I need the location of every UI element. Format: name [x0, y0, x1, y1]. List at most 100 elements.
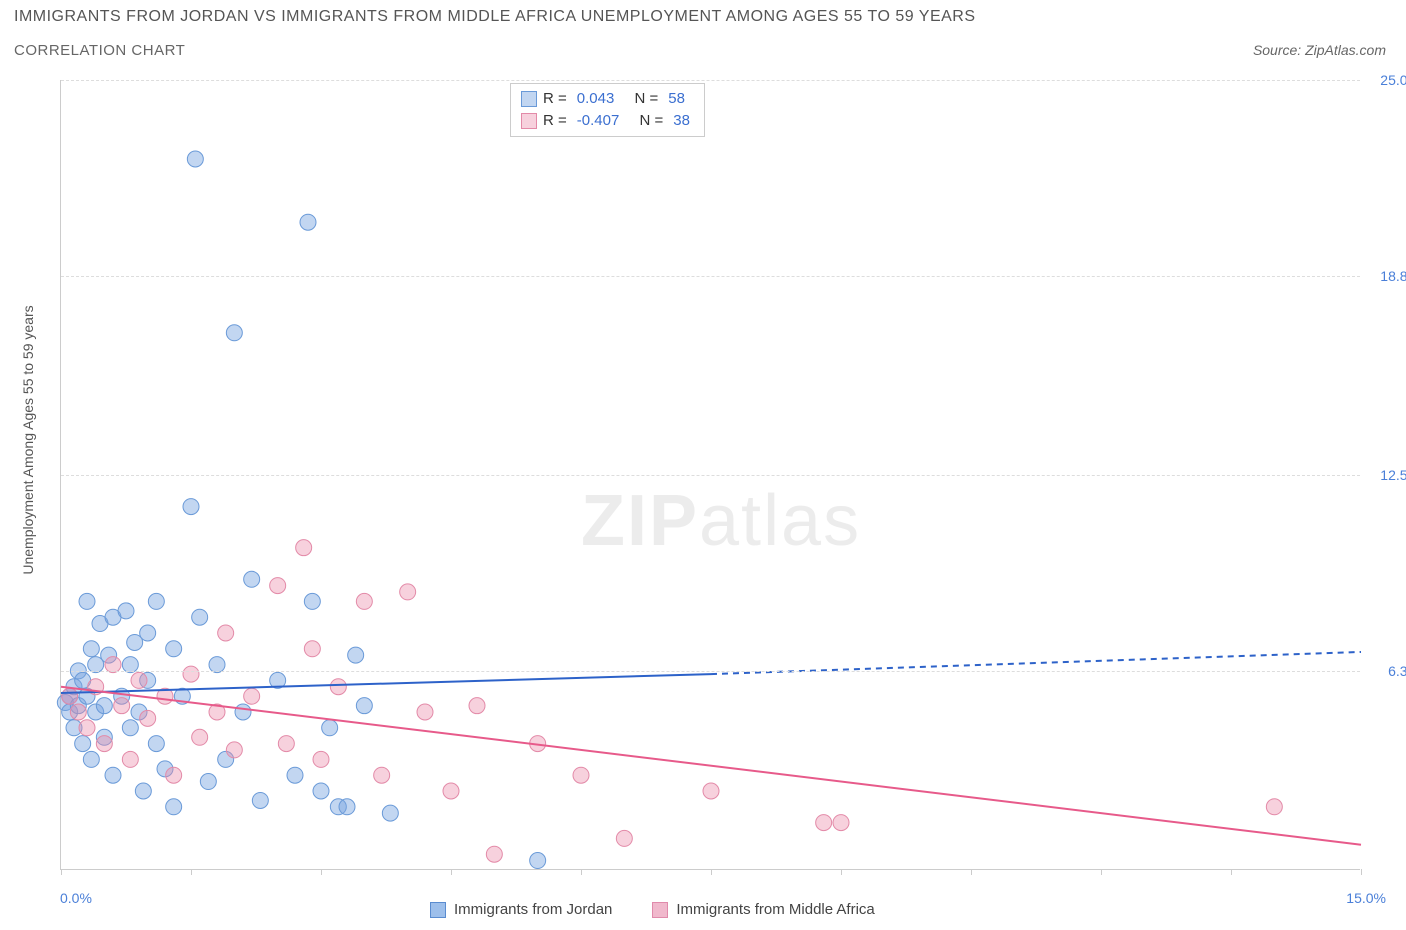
- legend-stats: R = 0.043 N = 58 R = -0.407 N = 38: [510, 83, 705, 137]
- legend-swatch-1: [652, 902, 668, 918]
- r-label-0: R =: [543, 88, 567, 110]
- data-point: [313, 783, 329, 799]
- data-point: [348, 647, 364, 663]
- data-point: [374, 767, 390, 783]
- data-point: [278, 736, 294, 752]
- data-point: [300, 214, 316, 230]
- data-point: [79, 593, 95, 609]
- data-point: [62, 688, 78, 704]
- grid-line: [61, 276, 1360, 277]
- data-point: [148, 593, 164, 609]
- data-point: [703, 783, 719, 799]
- x-tick: [321, 869, 322, 875]
- data-point: [313, 751, 329, 767]
- x-tick-label-min: 0.0%: [60, 890, 92, 906]
- chart-subtitle: CORRELATION CHART: [14, 42, 185, 59]
- x-tick: [451, 869, 452, 875]
- data-point: [322, 720, 338, 736]
- trend-line: [61, 687, 1361, 845]
- data-point: [135, 783, 151, 799]
- x-tick-label-max: 15.0%: [1346, 890, 1386, 906]
- data-point: [96, 736, 112, 752]
- data-point: [330, 679, 346, 695]
- x-tick: [61, 869, 62, 875]
- data-point: [183, 666, 199, 682]
- data-point: [70, 704, 86, 720]
- data-point: [304, 593, 320, 609]
- legend-label-0: Immigrants from Jordan: [454, 901, 612, 918]
- data-point: [252, 792, 268, 808]
- swatch-series-1: [521, 113, 537, 129]
- n-label-1: N =: [639, 110, 663, 132]
- r-value-0: 0.043: [577, 88, 615, 110]
- data-point: [235, 704, 251, 720]
- legend-swatch-0: [430, 902, 446, 918]
- data-point: [296, 540, 312, 556]
- x-tick: [1231, 869, 1232, 875]
- x-tick: [841, 869, 842, 875]
- data-point: [148, 736, 164, 752]
- data-point: [530, 853, 546, 869]
- data-point: [75, 736, 91, 752]
- y-tick-label: 6.3%: [1365, 663, 1406, 679]
- data-point: [382, 805, 398, 821]
- data-point: [83, 641, 99, 657]
- legend-item-0: Immigrants from Jordan: [430, 901, 612, 918]
- data-point: [183, 499, 199, 515]
- x-tick: [581, 869, 582, 875]
- data-point: [356, 698, 372, 714]
- data-point: [96, 698, 112, 714]
- data-point: [192, 609, 208, 625]
- data-point: [304, 641, 320, 657]
- legend-label-1: Immigrants from Middle Africa: [676, 901, 874, 918]
- n-value-1: 38: [673, 110, 690, 132]
- data-point: [356, 593, 372, 609]
- data-point: [469, 698, 485, 714]
- data-point: [79, 720, 95, 736]
- data-point: [114, 698, 130, 714]
- y-tick-label: 18.8%: [1365, 268, 1406, 284]
- source-attribution: Source: ZipAtlas.com: [1253, 42, 1386, 58]
- x-tick: [191, 869, 192, 875]
- data-point: [287, 767, 303, 783]
- data-point: [573, 767, 589, 783]
- data-point: [200, 774, 216, 790]
- data-point: [226, 325, 242, 341]
- plot-area: ZIPatlas 6.3%12.5%18.8%25.0%: [60, 80, 1360, 870]
- data-point: [118, 603, 134, 619]
- r-value-1: -0.407: [577, 110, 620, 132]
- swatch-series-0: [521, 91, 537, 107]
- data-point: [244, 571, 260, 587]
- data-point: [166, 799, 182, 815]
- n-label-0: N =: [634, 88, 658, 110]
- x-tick: [1361, 869, 1362, 875]
- grid-line: [61, 475, 1360, 476]
- grid-line: [61, 671, 1360, 672]
- legend-stats-row-0: R = 0.043 N = 58: [521, 88, 694, 110]
- data-point: [83, 751, 99, 767]
- data-point: [187, 151, 203, 167]
- data-point: [140, 710, 156, 726]
- data-point: [122, 720, 138, 736]
- data-point: [339, 799, 355, 815]
- data-point: [443, 783, 459, 799]
- y-axis-label: Unemployment Among Ages 55 to 59 years: [20, 305, 36, 574]
- data-point: [192, 729, 208, 745]
- data-point: [270, 578, 286, 594]
- y-tick-label: 25.0%: [1365, 72, 1406, 88]
- data-point: [105, 767, 121, 783]
- data-point: [122, 751, 138, 767]
- grid-line: [61, 80, 1360, 81]
- data-point: [400, 584, 416, 600]
- y-tick-label: 12.5%: [1365, 467, 1406, 483]
- data-point: [166, 641, 182, 657]
- data-point: [816, 815, 832, 831]
- data-point: [226, 742, 242, 758]
- data-point: [417, 704, 433, 720]
- x-tick: [1101, 869, 1102, 875]
- data-point: [140, 625, 156, 641]
- data-point: [244, 688, 260, 704]
- chart-title: IMMIGRANTS FROM JORDAN VS IMMIGRANTS FRO…: [14, 8, 976, 26]
- trend-line: [61, 674, 711, 693]
- legend-stats-row-1: R = -0.407 N = 38: [521, 110, 694, 132]
